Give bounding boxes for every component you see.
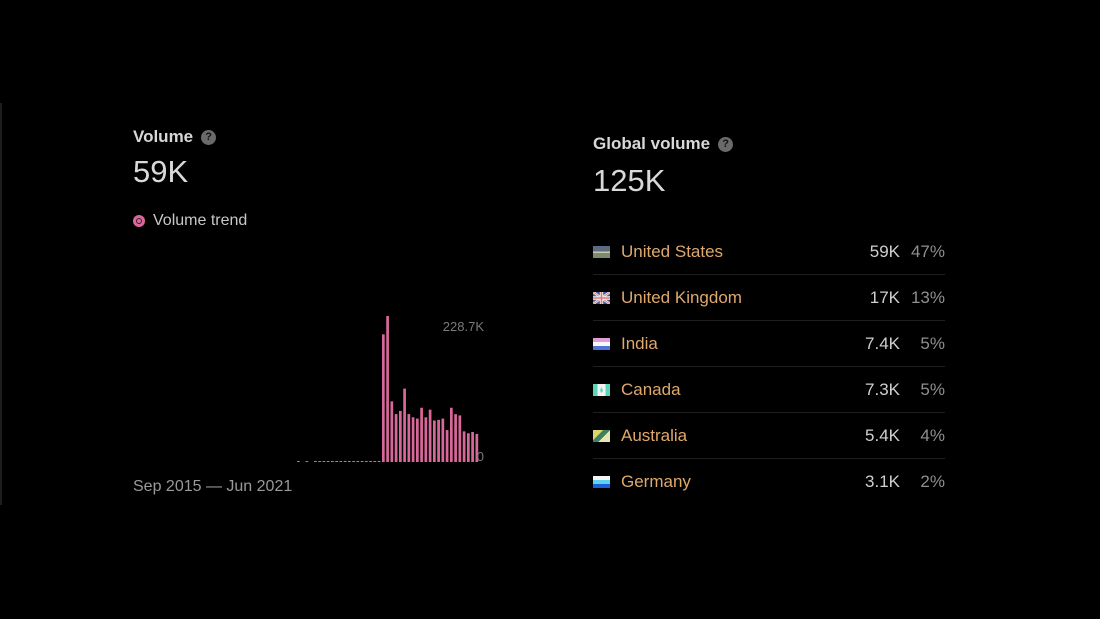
chart-bar[interactable] bbox=[420, 407, 423, 462]
chart-bar[interactable] bbox=[360, 461, 364, 462]
chart-bar[interactable] bbox=[352, 461, 355, 462]
chart-bar[interactable] bbox=[318, 461, 321, 462]
chart-bar[interactable] bbox=[377, 461, 381, 462]
chart-bar[interactable] bbox=[314, 461, 317, 462]
chart-bar[interactable] bbox=[305, 461, 309, 462]
country-volume: 5.4K bbox=[865, 425, 900, 445]
country-share: 5% bbox=[920, 379, 945, 399]
germany-flag-icon bbox=[593, 476, 610, 488]
country-list: United States 59K 47% United Kingdom 17K… bbox=[593, 229, 945, 505]
list-item[interactable]: Germany 3.1K 2% bbox=[593, 459, 945, 505]
chart-bar[interactable] bbox=[454, 414, 457, 462]
legend-radio-icon[interactable] bbox=[133, 215, 145, 227]
country-share: 5% bbox=[920, 333, 945, 353]
global-volume-label-row: Global volume ? bbox=[593, 133, 945, 155]
chart-bar[interactable] bbox=[335, 461, 338, 462]
chart-bar[interactable] bbox=[386, 316, 389, 462]
chart-bar[interactable] bbox=[365, 461, 368, 462]
country-volume: 3.1K bbox=[865, 472, 900, 491]
us-flag-icon bbox=[593, 245, 610, 258]
y-tick-max: 228.7K bbox=[443, 319, 485, 334]
chart-bar[interactable] bbox=[403, 388, 406, 462]
country-name[interactable]: Germany bbox=[621, 472, 691, 491]
list-item[interactable]: United Kingdom 17K 13% bbox=[593, 275, 945, 321]
chart-bar[interactable] bbox=[441, 418, 445, 462]
global-volume-value: 125K bbox=[593, 163, 666, 198]
chart-bar[interactable] bbox=[356, 461, 360, 462]
chart-bar[interactable] bbox=[437, 419, 440, 462]
country-share: 47% bbox=[910, 241, 945, 261]
country-volume: 7.3K bbox=[865, 379, 900, 399]
country-name[interactable]: United States bbox=[621, 241, 724, 261]
help-icon[interactable]: ? bbox=[718, 136, 734, 152]
chart-bar[interactable] bbox=[416, 418, 419, 462]
y-tick-zero: 0 bbox=[477, 449, 484, 464]
country-share: 13% bbox=[910, 287, 945, 307]
country-share: 2% bbox=[920, 472, 945, 491]
chart-date-range: Sep 2015 — Jun 2021 bbox=[133, 478, 293, 495]
chart-bar[interactable] bbox=[394, 414, 398, 462]
chart-bar[interactable] bbox=[458, 415, 462, 462]
chart-bar[interactable] bbox=[326, 461, 330, 462]
volume-value: 59K bbox=[133, 154, 189, 189]
india-flag-icon bbox=[593, 337, 610, 350]
chart-bar[interactable] bbox=[475, 433, 479, 462]
list-item[interactable]: Australia 5.4K 4% bbox=[593, 413, 945, 459]
legend-label: Volume trend bbox=[153, 212, 248, 229]
list-item[interactable]: Canada 7.3K 5% bbox=[593, 367, 945, 413]
chart-bar[interactable] bbox=[462, 431, 466, 462]
volume-label-row: Volume ? bbox=[133, 126, 493, 148]
country-name[interactable]: Canada bbox=[621, 379, 681, 399]
country-volume: 59K bbox=[869, 241, 900, 261]
chart-bar[interactable] bbox=[428, 409, 432, 462]
chart-bar[interactable] bbox=[331, 461, 334, 462]
country-name[interactable]: Australia bbox=[621, 425, 688, 445]
country-volume: 17K bbox=[869, 287, 900, 307]
volume-trend-chart: 228.7K 0 bbox=[133, 296, 493, 471]
chart-bar[interactable] bbox=[382, 334, 385, 462]
uk-flag-icon bbox=[593, 291, 610, 304]
global-volume-panel: Global volume ? 125K United States 59K 4… bbox=[593, 133, 945, 491]
country-volume: 7.4K bbox=[865, 333, 900, 353]
chart-bar[interactable] bbox=[399, 410, 402, 462]
list-item[interactable]: United States 59K 47% bbox=[593, 229, 945, 275]
chart-bar[interactable] bbox=[433, 420, 436, 463]
chart-bar[interactable] bbox=[343, 461, 347, 462]
list-item[interactable]: India 7.4K 5% bbox=[593, 321, 945, 367]
chart-bar[interactable] bbox=[369, 461, 372, 462]
volume-trend-svg: 228.7K 0 bbox=[297, 316, 485, 464]
global-volume-label: Global volume bbox=[593, 134, 711, 153]
chart-bar[interactable] bbox=[390, 401, 394, 462]
chart-bar[interactable] bbox=[407, 414, 411, 462]
chart-bar[interactable] bbox=[467, 433, 470, 462]
canada-flag-icon bbox=[593, 383, 610, 396]
volume-label: Volume bbox=[133, 127, 194, 146]
country-name[interactable]: India bbox=[621, 333, 658, 353]
chart-bar[interactable] bbox=[348, 461, 351, 462]
chart-bar[interactable] bbox=[297, 461, 300, 462]
chart-legend[interactable]: Volume trend bbox=[133, 212, 247, 230]
chart-bar[interactable] bbox=[411, 417, 415, 462]
help-icon[interactable]: ? bbox=[201, 129, 217, 145]
country-name[interactable]: United Kingdom bbox=[621, 287, 742, 307]
chart-bar[interactable] bbox=[450, 407, 453, 462]
chart-bar[interactable] bbox=[424, 417, 428, 462]
chart-bar[interactable] bbox=[471, 432, 474, 462]
chart-bar[interactable] bbox=[445, 430, 449, 462]
country-share: 4% bbox=[920, 425, 945, 445]
chart-bar[interactable] bbox=[339, 461, 343, 462]
chart-bar[interactable] bbox=[373, 461, 377, 462]
volume-panel: Volume ? 59K Volume trend 228.7K 0 Sep 20… bbox=[133, 126, 493, 495]
chart-bar[interactable] bbox=[322, 461, 326, 462]
australia-flag-icon bbox=[593, 429, 610, 442]
left-divider bbox=[0, 103, 2, 505]
